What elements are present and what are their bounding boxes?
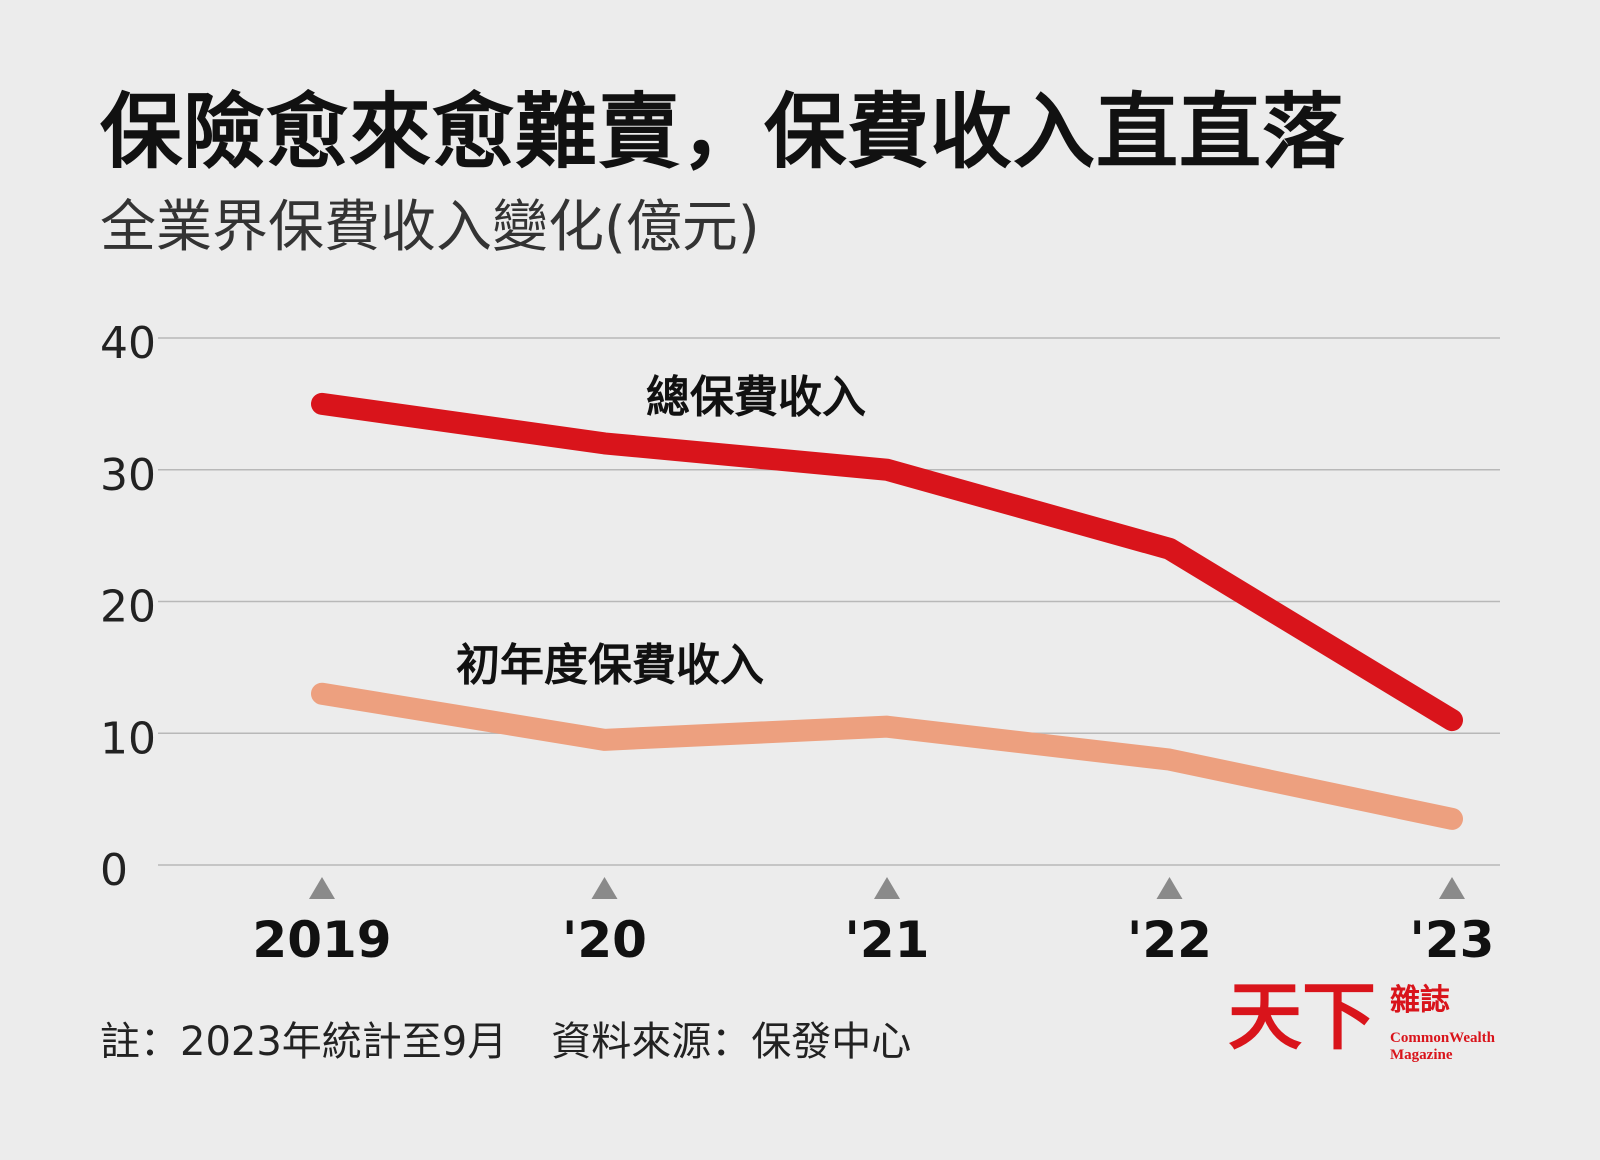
x-tick-marker [1156,877,1183,899]
series-line [311,392,1463,732]
footnote-note: 註：2023年統計至9月 [100,1019,508,1065]
logo-english-line-2: Magazine [1390,1047,1453,1064]
series-label: 總保費收入 [646,372,866,423]
y-tick-label: 10 [100,713,156,764]
logo-english-text: CommonWealth Magazine [1390,1030,1495,1065]
footnote: 註：2023年統計至9月 資料來源：保發中心 [100,1022,911,1062]
x-tick-label: '20 [562,911,647,969]
x-tick-marker [591,877,618,899]
y-tick-label: 0 [100,845,128,896]
y-tick-label: 30 [100,450,156,501]
commonwealth-logo: 天下 雜誌 CommonWealth Magazine [1228,980,1528,1080]
x-tick-label: '21 [845,911,930,969]
logo-english-line-1: CommonWealth [1390,1030,1495,1046]
x-tick-label: '22 [1127,911,1212,969]
series-lines [311,392,1463,830]
series-label: 初年度保費收入 [456,640,764,691]
y-axis-tick-labels: 40 30 20 10 0 [100,318,156,896]
y-tick-label: 20 [100,582,156,633]
series-line [311,682,1463,830]
logo-main-text: 天下 [1228,974,1376,1060]
x-tick-label: '23 [1410,911,1495,969]
logo-side-text: 雜誌 [1390,983,1450,1018]
x-tick-marker [309,877,335,899]
footnote-source: 資料來源：保發中心 [551,1019,912,1065]
chart-subtitle: 全業界保費收入變化(億元) [100,195,760,260]
x-tick-label: 2019 [252,911,391,969]
x-tick-marker [1439,877,1465,899]
x-tick-marker [874,877,900,899]
x-axis-tick-labels: 2019 '20 '21 '22 '23 [252,877,1494,969]
y-tick-label: 40 [100,318,156,369]
chart-title: 保險愈來愈難賣，保費收入直直落 [100,85,1346,180]
